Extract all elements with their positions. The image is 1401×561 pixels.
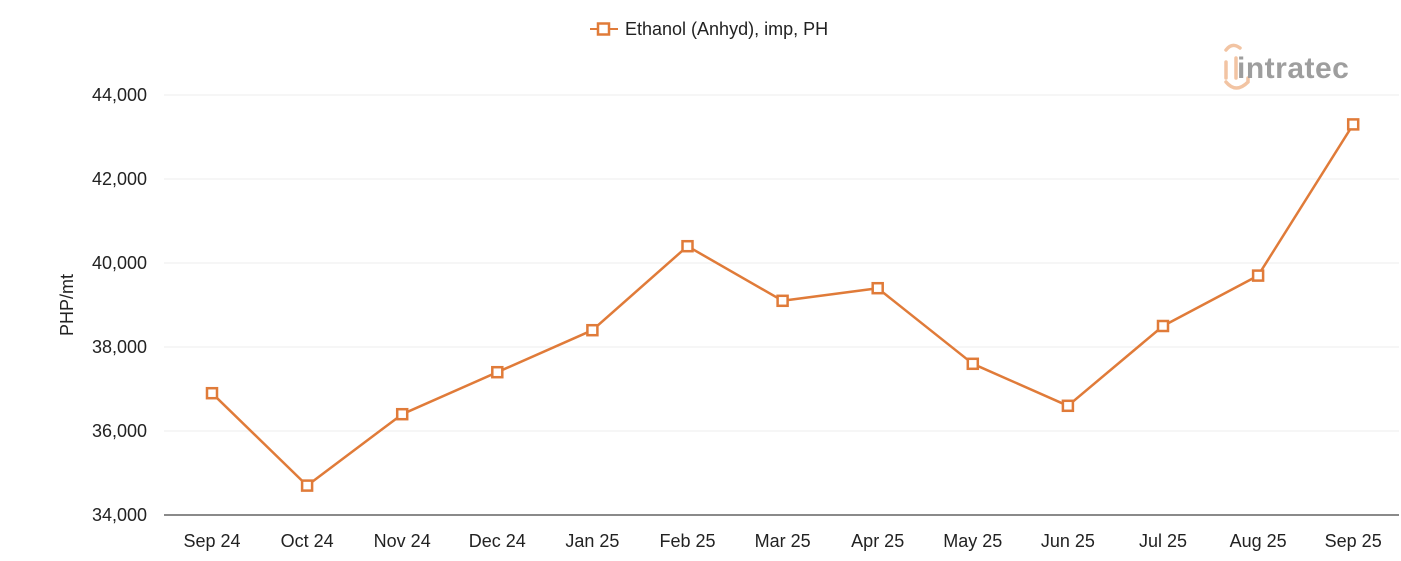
y-tick-label: 34,000 — [92, 505, 147, 525]
x-tick-label: Apr 25 — [851, 531, 904, 551]
x-tick-label: Feb 25 — [659, 531, 715, 551]
data-point-marker — [491, 365, 504, 379]
data-point-marker — [1346, 118, 1360, 131]
data-point-marker — [586, 323, 599, 337]
x-tick-label: Jun 25 — [1041, 531, 1095, 551]
x-tick-label: Nov 24 — [374, 531, 431, 551]
data-point-marker — [205, 386, 219, 400]
y-axis-title: PHP/mt — [57, 274, 77, 336]
x-tick-label: May 25 — [943, 531, 1002, 551]
data-point-marker — [1061, 399, 1075, 413]
data-point-marker — [1251, 269, 1265, 282]
data-point-marker — [776, 294, 789, 308]
legend-label: Ethanol (Anhyd), imp, PH — [625, 19, 828, 39]
x-tick-label: Sep 25 — [1325, 531, 1382, 551]
x-tick-label: Dec 24 — [469, 531, 526, 551]
logo-text: intratec — [1237, 52, 1349, 85]
y-tick-label: 44,000 — [92, 85, 147, 105]
x-tick-label: Aug 25 — [1230, 531, 1287, 551]
series — [205, 118, 1360, 492]
x-tick-label: Jan 25 — [565, 531, 619, 551]
axes: 34,000 36,000 38,000 40,000 42,000 44,000 Sep … — [92, 85, 1399, 551]
y-tick-label: 36,000 — [92, 421, 147, 441]
data-point-marker — [1156, 319, 1170, 333]
data-point-marker — [300, 479, 314, 492]
intratec-logo: intratec — [1224, 43, 1349, 90]
data-point-marker — [871, 281, 884, 295]
legend-marker-swatch — [596, 22, 611, 36]
x-tick-label: Sep 24 — [183, 531, 240, 551]
y-tick-label: 38,000 — [92, 337, 147, 357]
y-tick-label: 42,000 — [92, 169, 147, 189]
grid — [164, 94, 1399, 432]
data-point-marker — [966, 357, 980, 371]
x-tick-label: Mar 25 — [755, 531, 811, 551]
logo-mark-icon — [1224, 43, 1250, 90]
x-tick-label: Oct 24 — [281, 531, 334, 551]
x-tick-label: Jul 25 — [1139, 531, 1187, 551]
legend: Ethanol (Anhyd), imp, PH — [590, 19, 828, 39]
data-point-marker — [395, 407, 409, 421]
y-tick-label: 40,000 — [92, 253, 147, 273]
data-point-marker — [681, 239, 694, 253]
